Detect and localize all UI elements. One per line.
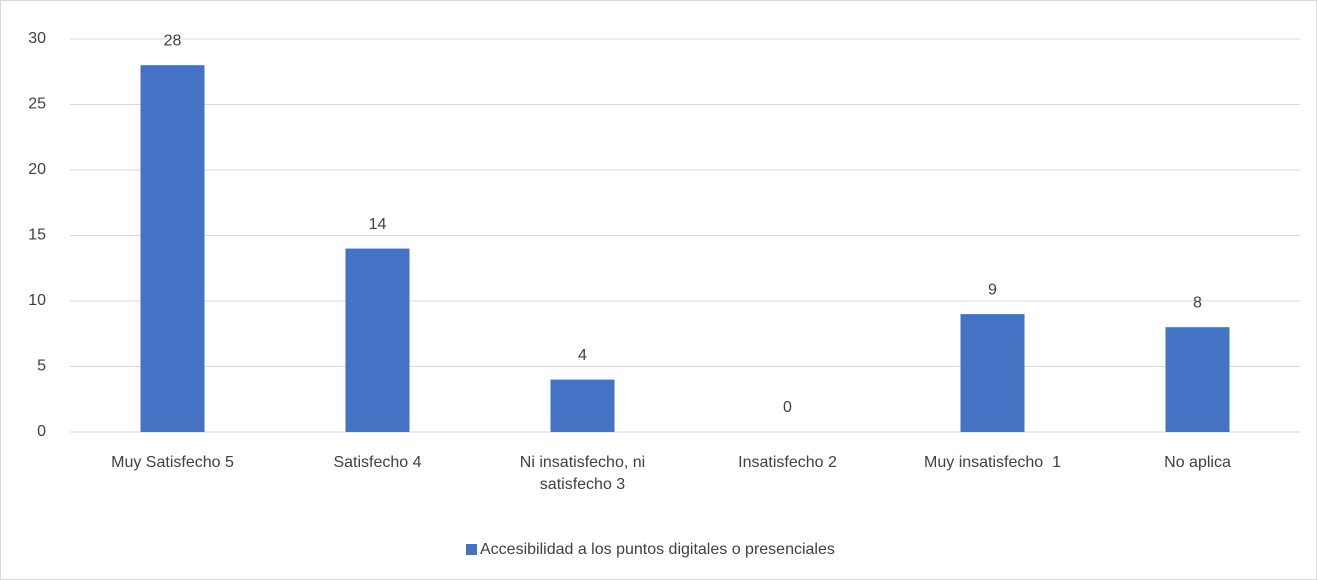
y-tick-label: 5 <box>37 358 46 375</box>
bar <box>960 314 1025 432</box>
data-label: 0 <box>783 399 792 416</box>
x-tick-label: Satisfecho 4 <box>333 454 422 471</box>
data-label: 4 <box>578 347 587 364</box>
data-label: 9 <box>988 281 997 298</box>
data-label: 8 <box>1193 294 1202 311</box>
legend-swatch <box>466 544 477 555</box>
x-tick-label: Ni insatisfecho, ni satisfecho 3 <box>519 454 650 493</box>
y-tick-label: 20 <box>28 161 46 178</box>
x-tick-label: Muy insatisfecho 1 <box>924 454 1061 471</box>
y-tick-label: 25 <box>28 96 46 113</box>
data-label: 28 <box>164 32 182 49</box>
bar <box>550 379 615 432</box>
y-tick-label: 30 <box>28 30 46 47</box>
x-tick-label: Muy Satisfecho 5 <box>111 454 234 471</box>
y-tick-label: 15 <box>28 227 46 244</box>
bar <box>345 248 410 432</box>
data-label: 14 <box>369 216 387 233</box>
y-tick-label: 0 <box>37 423 46 440</box>
x-tick-label: Insatisfecho 2 <box>738 454 837 471</box>
bar <box>140 65 205 432</box>
y-tick-label: 10 <box>28 292 46 309</box>
bar <box>1165 327 1230 432</box>
x-tick-label: No aplica <box>1164 454 1231 471</box>
legend-label: Accesibilidad a los puntos digitales o p… <box>480 541 835 558</box>
